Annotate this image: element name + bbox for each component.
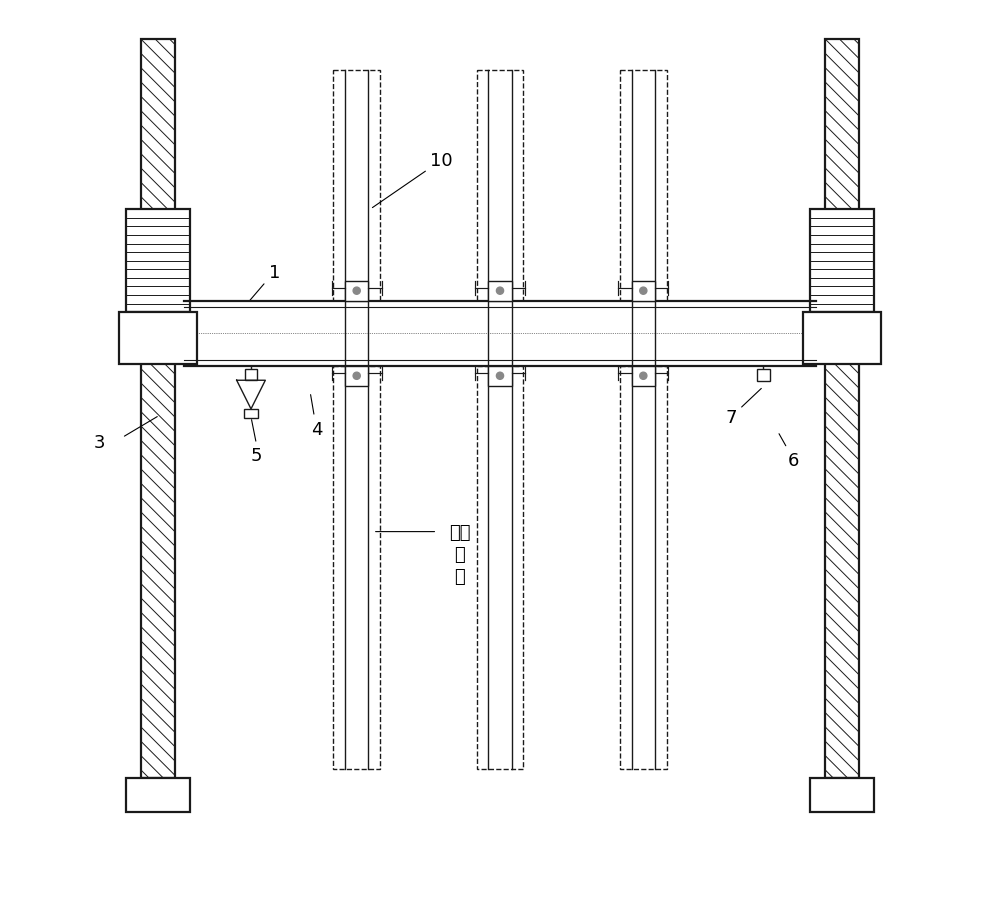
Bar [345, 282, 368, 302]
Text: 预埋
螺
栓: 预埋 螺 栓 [449, 523, 470, 585]
Bar [333, 71, 380, 302]
Bar [632, 282, 655, 302]
Bar [632, 367, 655, 386]
Bar [803, 312, 881, 365]
Bar [477, 367, 523, 769]
Text: 6: 6 [779, 434, 799, 470]
Text: 1: 1 [233, 264, 280, 321]
Bar [126, 209, 190, 312]
Bar [620, 71, 667, 302]
Text: 4: 4 [311, 396, 322, 438]
Circle shape [640, 373, 647, 380]
Text: 10: 10 [372, 152, 453, 209]
Circle shape [640, 288, 647, 295]
Bar [119, 312, 197, 365]
Circle shape [496, 288, 504, 295]
Bar [810, 778, 874, 812]
Circle shape [353, 288, 360, 295]
Text: 5: 5 [251, 447, 262, 465]
Text: 3: 3 [94, 433, 105, 452]
Bar [184, 302, 816, 367]
Bar [244, 409, 258, 418]
Text: 7: 7 [725, 389, 761, 426]
Bar [810, 209, 874, 312]
Circle shape [353, 373, 360, 380]
Bar [345, 367, 368, 386]
Bar [825, 40, 859, 778]
Bar [620, 367, 667, 769]
Bar [126, 778, 190, 812]
Bar [333, 367, 380, 769]
Bar [488, 367, 512, 386]
Circle shape [496, 373, 504, 380]
Bar [141, 40, 175, 778]
Bar [245, 369, 257, 381]
Bar [477, 71, 523, 302]
Bar [757, 369, 770, 382]
Bar [488, 282, 512, 302]
